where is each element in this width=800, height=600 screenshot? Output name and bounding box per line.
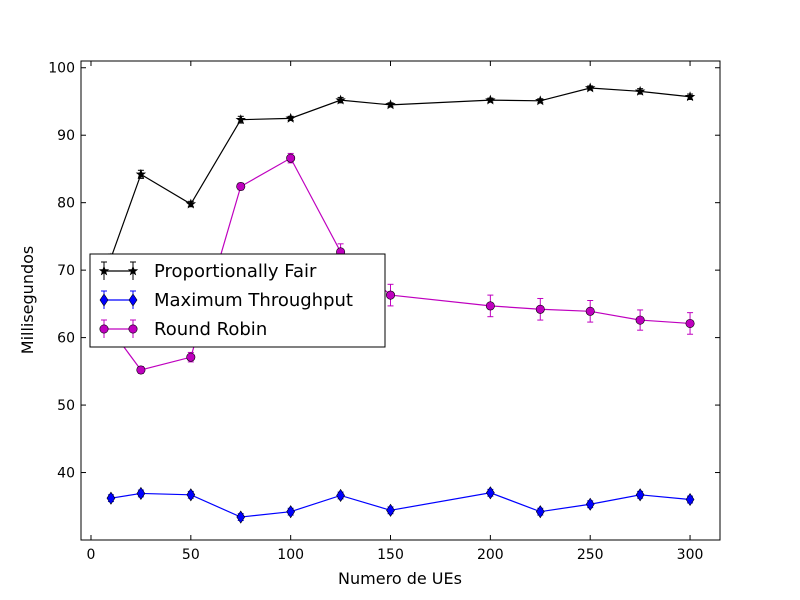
data-point [685, 492, 695, 507]
data-point [535, 304, 545, 314]
data-point [285, 112, 296, 123]
x-axis-label: Numero de UEs [338, 569, 462, 588]
legend-marker [128, 324, 138, 334]
y-tick-label: 60 [57, 331, 75, 347]
data-point [235, 114, 246, 125]
legend-marker [99, 293, 109, 307]
data-point [635, 315, 645, 325]
y-tick-label: 40 [57, 466, 75, 482]
data-point [585, 497, 595, 511]
data-point [136, 486, 146, 500]
y-tick-label: 100 [48, 61, 75, 77]
data-point [336, 488, 345, 503]
legend-label: Round Robin [154, 319, 267, 340]
legend-entry-3: Round Robin [99, 319, 267, 340]
legend-entry-1: Proportionally Fair [98, 261, 317, 282]
series-line [110, 87, 691, 259]
data-point [634, 85, 646, 96]
data-point [485, 301, 495, 311]
series-1 [105, 82, 696, 263]
data-point [136, 365, 146, 375]
data-point [135, 168, 147, 179]
data-point [335, 94, 346, 105]
x-tick-label: 300 [677, 547, 704, 563]
legend-label: Proportionally Fair [154, 261, 317, 282]
legend-marker [98, 265, 110, 276]
data-point [236, 510, 246, 524]
x-tick-label: 250 [577, 547, 604, 563]
legend-marker [99, 324, 109, 334]
data-point [635, 488, 645, 502]
data-point [485, 486, 495, 500]
data-point [186, 352, 196, 362]
plot-frame [80, 60, 721, 541]
y-axis-label: Millisegundos [18, 246, 37, 354]
data-point [685, 318, 695, 328]
data-point [684, 91, 696, 102]
legend-marker [128, 293, 138, 307]
y-tick-label: 80 [57, 196, 75, 212]
series-2 [106, 486, 695, 524]
y-tick-label: 70 [57, 263, 75, 279]
legend-entry-2: Maximum Throughput [99, 290, 353, 311]
data-point [535, 95, 546, 106]
data-point [385, 99, 396, 110]
data-point [106, 491, 116, 505]
data-point [386, 503, 395, 517]
data-point [286, 505, 296, 519]
data-point [286, 153, 296, 163]
x-tick-label: 200 [477, 547, 504, 563]
legend-label: Maximum Throughput [154, 290, 353, 311]
ticks-layer: 0 50 100 150 200 250 300 40 50 60 70 80 90 100 [48, 61, 720, 563]
data-point [186, 488, 196, 502]
data-point [585, 306, 595, 316]
legend-box [89, 253, 386, 348]
series-line [110, 492, 691, 518]
data-point [585, 82, 596, 93]
x-tick-label: 0 [87, 547, 96, 563]
y-tick-label: 90 [57, 128, 75, 144]
data-point [236, 181, 246, 191]
data-point [485, 94, 496, 105]
x-tick-label: 100 [277, 547, 304, 563]
legend: Proportionally Fair Maximum Throughput Rou… [89, 253, 386, 348]
x-tick-label: 150 [377, 547, 404, 563]
legend-marker [127, 265, 139, 276]
x-tick-label: 50 [182, 547, 200, 563]
data-point [535, 505, 545, 519]
data-point [185, 198, 197, 209]
data-point [386, 290, 396, 300]
y-tick-label: 50 [57, 398, 75, 414]
